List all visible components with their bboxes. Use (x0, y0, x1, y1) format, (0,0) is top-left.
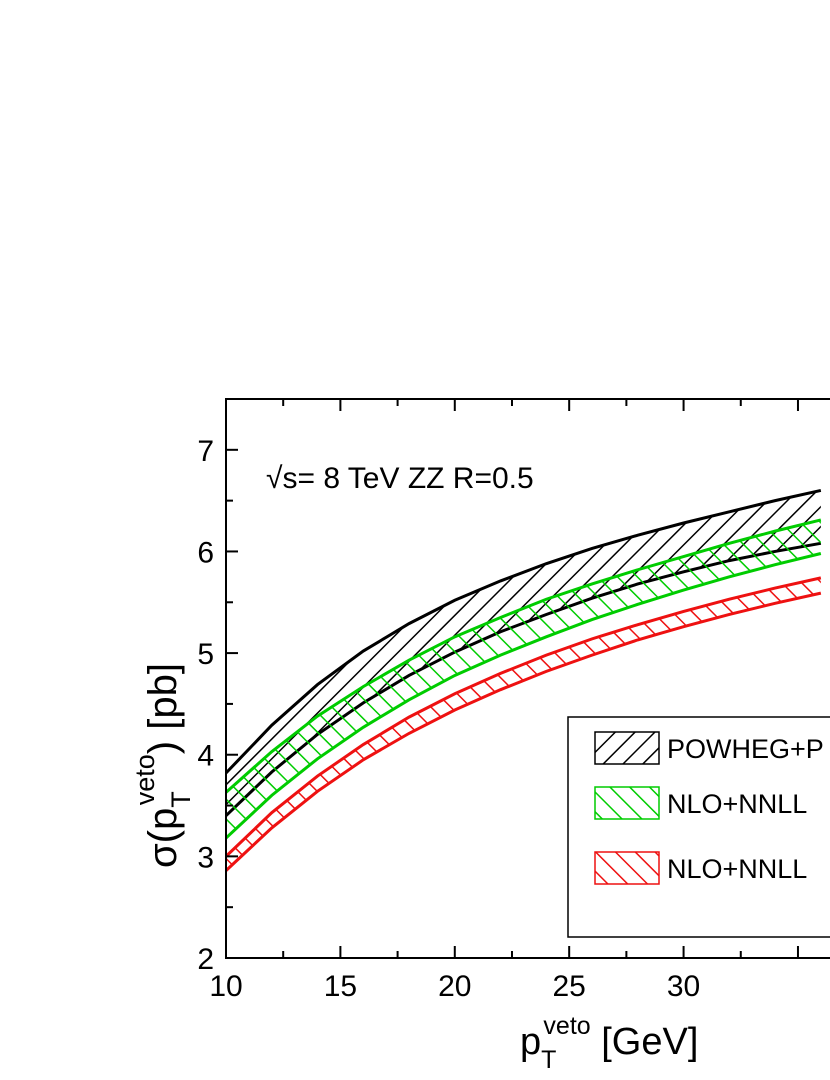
legend: POWHEG+P NLO+NNLL NLO+NNLL (567, 716, 830, 938)
x-tick-label: 30 (667, 970, 700, 1003)
y-tick-label: 6 (197, 536, 214, 569)
band-upper-line-2 (226, 576, 822, 858)
x-tick-label: 20 (438, 970, 471, 1003)
legend-swatch-2 (594, 851, 660, 885)
band-fill-1 (226, 519, 821, 839)
chart-annotation: √s= 8 TeV ZZ R=0.5 (266, 462, 534, 495)
y-tick-label: 3 (197, 841, 214, 874)
y-axis-label: σ(pTveto) [pb] (130, 663, 196, 868)
y-tick-label: 2 (197, 943, 214, 976)
x-tick-label: 10 (209, 970, 242, 1003)
y-tick-label: 4 (197, 740, 214, 773)
legend-label-0: POWHEG+P (667, 734, 824, 764)
legend-label-1: NLO+NNLL (667, 789, 807, 819)
plot-frame (225, 398, 830, 959)
y-tick-label: 7 (197, 435, 214, 468)
bands (226, 489, 822, 872)
x-axis-label: pTveto [GeV] (520, 1012, 698, 1074)
legend-swatch-0 (594, 731, 660, 765)
legend-label-2: NLO+NNLL (667, 854, 807, 884)
x-tick-label: 25 (552, 970, 585, 1003)
x-tick-label: 15 (324, 970, 357, 1003)
band-upper-line-0 (226, 489, 822, 775)
band-lower-line-1 (226, 552, 822, 840)
legend-swatch-1 (594, 786, 660, 820)
band-lower-line-2 (226, 591, 822, 872)
axes: 10 15 20 25 30 2 3 4 5 6 7 (197, 398, 830, 1003)
y-tick-label: 5 (197, 638, 214, 671)
band-upper-line-1 (226, 518, 822, 794)
